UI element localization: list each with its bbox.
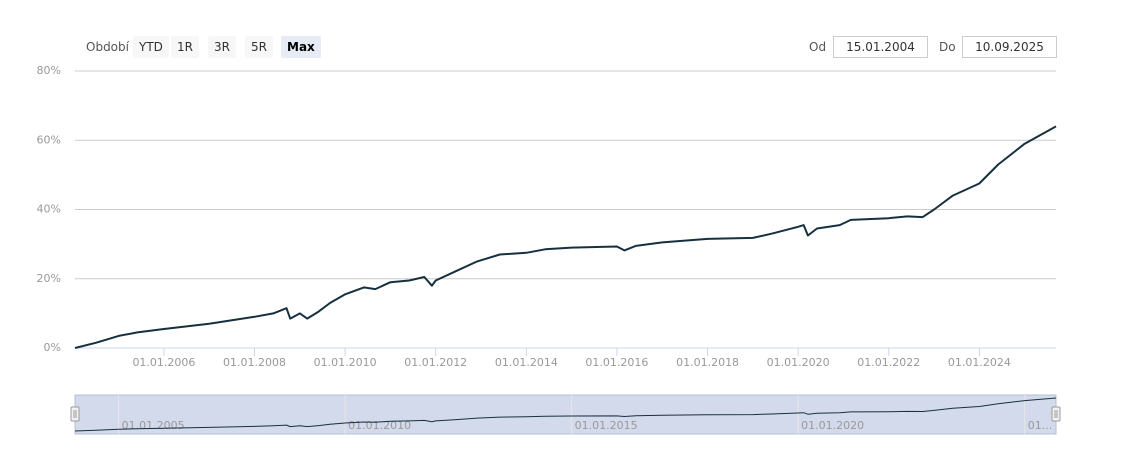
y-tick-label: 40% <box>37 203 61 216</box>
x-tick-label: 01.01.2016 <box>585 356 648 369</box>
x-tick-label: 01.01.2010 <box>314 356 377 369</box>
navigator-handle[interactable] <box>70 406 80 422</box>
navigator-line <box>74 397 1057 432</box>
range-button[interactable]: 3R <box>208 36 236 58</box>
navigator-label: 01.01.2020 <box>801 419 864 432</box>
y-tick-label: 60% <box>37 133 61 146</box>
x-tick-label: 01.01.2020 <box>767 356 830 369</box>
range-button[interactable]: Max <box>281 36 321 58</box>
x-tick-label: 01.01.2024 <box>948 356 1011 369</box>
y-tick-label: 20% <box>37 272 61 285</box>
x-tick-label: 01.01.2018 <box>676 356 739 369</box>
navigator-label: 01... <box>1028 419 1053 432</box>
x-tick-label: 01.01.2008 <box>223 356 286 369</box>
navigator-label: 01.01.2015 <box>575 419 638 432</box>
y-tick-label: 0% <box>44 341 61 354</box>
range-button[interactable]: 1R <box>171 36 199 58</box>
y-tick-label: 80% <box>37 64 61 77</box>
x-tick-label: 01.01.2014 <box>495 356 558 369</box>
navigator-mask <box>74 394 1057 435</box>
range-button[interactable]: 5R <box>245 36 273 58</box>
from-label: Od <box>809 40 827 54</box>
x-tick-label: 01.01.2006 <box>132 356 195 369</box>
to-label: Do <box>939 40 956 54</box>
x-tick-label: 01.01.2022 <box>857 356 920 369</box>
series-line <box>74 125 1057 349</box>
navigator-handle[interactable] <box>1051 406 1061 422</box>
range-button[interactable]: YTD <box>133 36 169 58</box>
x-tick-label: 01.01.2012 <box>404 356 467 369</box>
from-input[interactable]: 15.01.2004 <box>833 36 928 58</box>
range-label: Období <box>86 40 129 54</box>
to-input[interactable]: 10.09.2025 <box>962 36 1057 58</box>
navigator-label: 01.01.2005 <box>122 419 185 432</box>
